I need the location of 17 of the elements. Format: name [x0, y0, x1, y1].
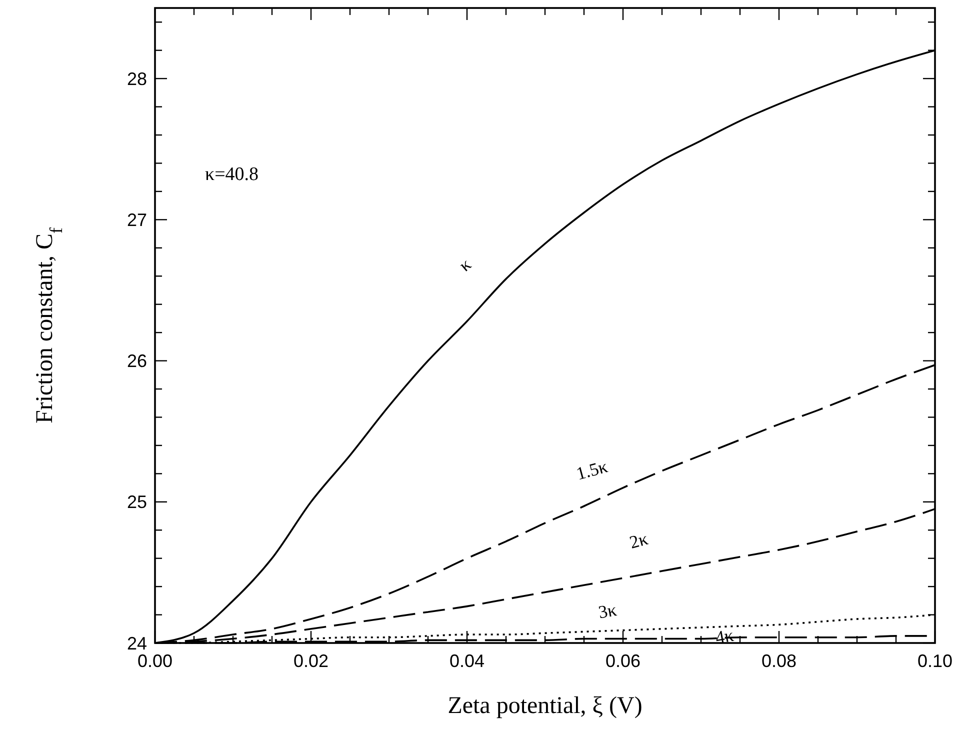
y-tick-label: 25 — [126, 492, 147, 512]
x-tick-label: 0.02 — [293, 651, 329, 671]
text: 1.5κ — [574, 456, 610, 484]
x-tick-label: 0.10 — [917, 651, 953, 671]
y-tick-label: 26 — [126, 351, 147, 372]
text: κ — [454, 254, 475, 276]
x-tick-label: 0.04 — [449, 651, 485, 671]
y-tick-label: 28 — [126, 68, 147, 89]
x-axis-title: Zeta potential, ξ (V) — [448, 693, 642, 719]
y-tick-label: 24 — [126, 633, 147, 654]
x-tick-label: 0.00 — [137, 651, 173, 671]
y-tick-label: 27 — [126, 210, 147, 230]
text: 2κ — [627, 528, 650, 552]
annotation: κ=40.8 — [205, 164, 259, 185]
x-tick-label: 0.06 — [605, 651, 641, 671]
text: 3κ — [596, 599, 618, 622]
x-tick-label: 0.08 — [761, 651, 797, 671]
